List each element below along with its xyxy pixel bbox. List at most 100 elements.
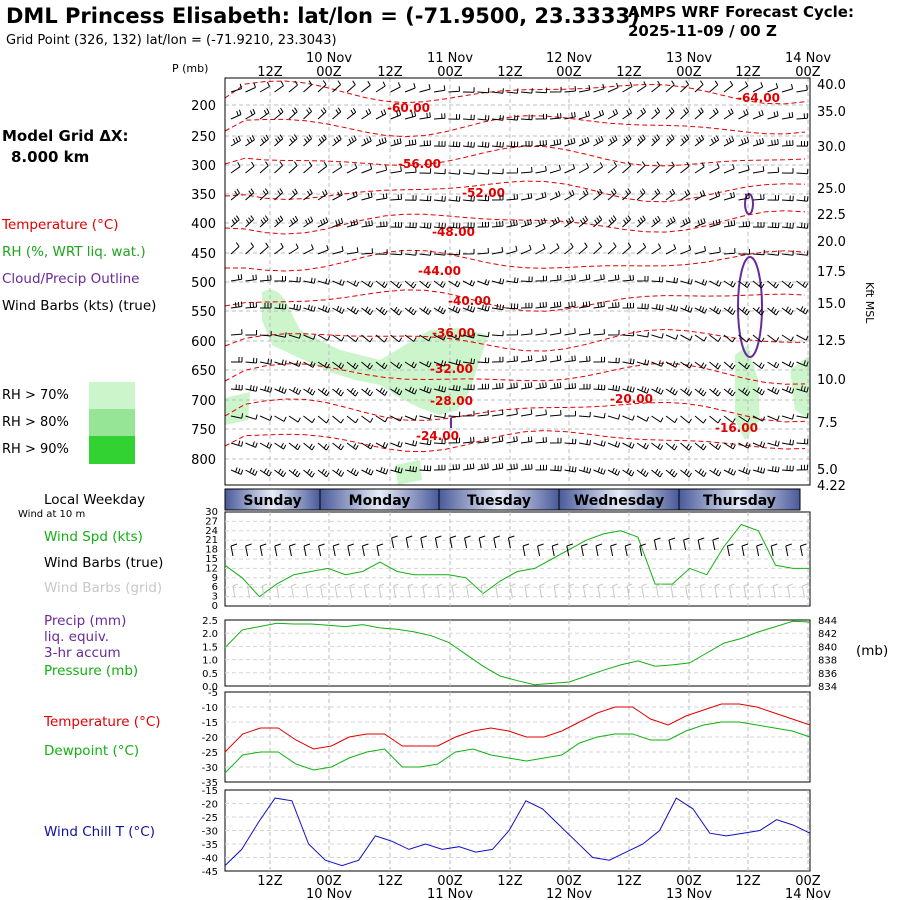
wind-barb bbox=[477, 169, 490, 175]
height-tick-label: 22.5 bbox=[817, 208, 846, 223]
wind-barb bbox=[375, 442, 389, 449]
isotherm-label: -36.00 bbox=[432, 326, 475, 340]
wind-barb bbox=[274, 276, 286, 282]
wind-barb bbox=[404, 222, 417, 229]
height-tick-label: 12.5 bbox=[817, 334, 846, 349]
wind-barb bbox=[361, 361, 373, 370]
wind-barb bbox=[491, 463, 504, 471]
wind-barb bbox=[549, 382, 562, 390]
wind-barb bbox=[680, 217, 691, 228]
wind-barb bbox=[462, 248, 475, 255]
wind-barb bbox=[723, 80, 734, 93]
wind-barb bbox=[317, 217, 329, 228]
wind-barb bbox=[375, 137, 387, 147]
wind-barb bbox=[665, 134, 675, 147]
wind-barb bbox=[448, 222, 461, 229]
wind-tick-label: 9 bbox=[212, 573, 218, 584]
wind-barb bbox=[636, 386, 650, 394]
wind-barb bbox=[767, 250, 780, 256]
wind-barb bbox=[245, 215, 255, 228]
grid-wind-barb bbox=[378, 583, 385, 599]
wind-barb bbox=[361, 467, 374, 476]
surface-wind-barb bbox=[391, 535, 398, 549]
pressure-tick-label: 200 bbox=[191, 99, 216, 114]
bottom-time-label: 12Z bbox=[497, 874, 523, 889]
wind-barb bbox=[549, 301, 562, 309]
wind-barb bbox=[781, 112, 794, 120]
wind-barb bbox=[303, 415, 316, 424]
surface-wind-barb bbox=[376, 543, 384, 557]
wind-barb bbox=[433, 141, 446, 147]
weekday-label: Wednesday bbox=[574, 493, 664, 509]
wind-barb bbox=[738, 280, 751, 288]
wind-barb bbox=[317, 305, 331, 313]
grid-wind-barb bbox=[626, 583, 633, 599]
wind-barb bbox=[636, 161, 646, 174]
wind-barb bbox=[462, 222, 475, 229]
surface-wind-barb bbox=[566, 543, 573, 557]
wind-barb bbox=[259, 385, 273, 393]
wind-barb bbox=[260, 303, 272, 309]
wind-barb bbox=[317, 361, 330, 369]
wind-barb bbox=[564, 328, 576, 336]
wind-barb bbox=[462, 114, 475, 121]
wind-barb bbox=[723, 136, 735, 147]
model-grid-value: 8.000 km bbox=[11, 148, 90, 166]
wind-barb bbox=[651, 468, 663, 478]
wind-barb bbox=[796, 385, 809, 393]
wind-barb bbox=[491, 88, 504, 94]
wind-barb bbox=[680, 189, 691, 201]
temperature-tick-label: -35 bbox=[202, 778, 218, 789]
grid-wind-barb bbox=[349, 583, 355, 599]
surface-wind-barb bbox=[726, 543, 734, 557]
precip-liq-label: liq. equiv. bbox=[44, 629, 110, 645]
wind-barb bbox=[578, 215, 589, 228]
bottom-time-label: 00Z bbox=[795, 874, 821, 889]
wind-barb bbox=[520, 276, 533, 283]
wind-barb bbox=[361, 442, 374, 450]
grid-wind-barb bbox=[582, 583, 589, 599]
wind-barb bbox=[738, 467, 751, 475]
wind-barb bbox=[361, 248, 373, 255]
isotherm-label: -60.00 bbox=[387, 101, 430, 115]
rh-swatch-90 bbox=[89, 436, 135, 464]
wind-barb bbox=[781, 140, 794, 147]
wind-barb bbox=[419, 386, 432, 394]
wind-chill-tick-label: -25 bbox=[202, 813, 218, 824]
wind-barb bbox=[230, 215, 240, 228]
isotherm-line bbox=[224, 398, 806, 423]
wind-barb bbox=[433, 113, 446, 120]
isotherm-label: -24.00 bbox=[416, 429, 459, 443]
wind-barb bbox=[303, 107, 313, 120]
wind-barb bbox=[346, 334, 359, 343]
wind-barb bbox=[491, 382, 504, 390]
wind-barb bbox=[506, 355, 518, 363]
temperature-tick-label: -30 bbox=[202, 763, 218, 774]
wind-barb bbox=[723, 334, 736, 343]
wind-barb bbox=[491, 303, 504, 311]
pressure-line bbox=[224, 620, 811, 686]
wind-barb bbox=[462, 87, 475, 93]
wind-barb bbox=[593, 329, 605, 336]
wind-barb bbox=[375, 387, 388, 396]
wind-barb bbox=[274, 468, 287, 478]
wind-barb bbox=[680, 134, 690, 147]
wind-barb bbox=[506, 436, 518, 444]
wind-barb bbox=[404, 250, 417, 256]
top-date-label: 12 Nov bbox=[546, 51, 592, 66]
grid-wind-barb bbox=[451, 583, 458, 599]
surface-wind-barb bbox=[405, 535, 413, 549]
wind-barb bbox=[607, 242, 617, 255]
wind-barb bbox=[303, 216, 314, 228]
rh-area-lower bbox=[398, 378, 445, 410]
height-tick-label: 15.0 bbox=[817, 297, 846, 312]
wind-barb bbox=[448, 359, 461, 366]
top-date-label: 11 Nov bbox=[427, 51, 473, 66]
wind-barb bbox=[404, 139, 417, 147]
wind-barb bbox=[738, 164, 750, 174]
wind-barb bbox=[607, 161, 618, 174]
wind-barb bbox=[404, 306, 417, 316]
wind-barb bbox=[694, 190, 706, 201]
wind-barb bbox=[680, 107, 690, 120]
surface-wind-barb bbox=[785, 543, 792, 557]
